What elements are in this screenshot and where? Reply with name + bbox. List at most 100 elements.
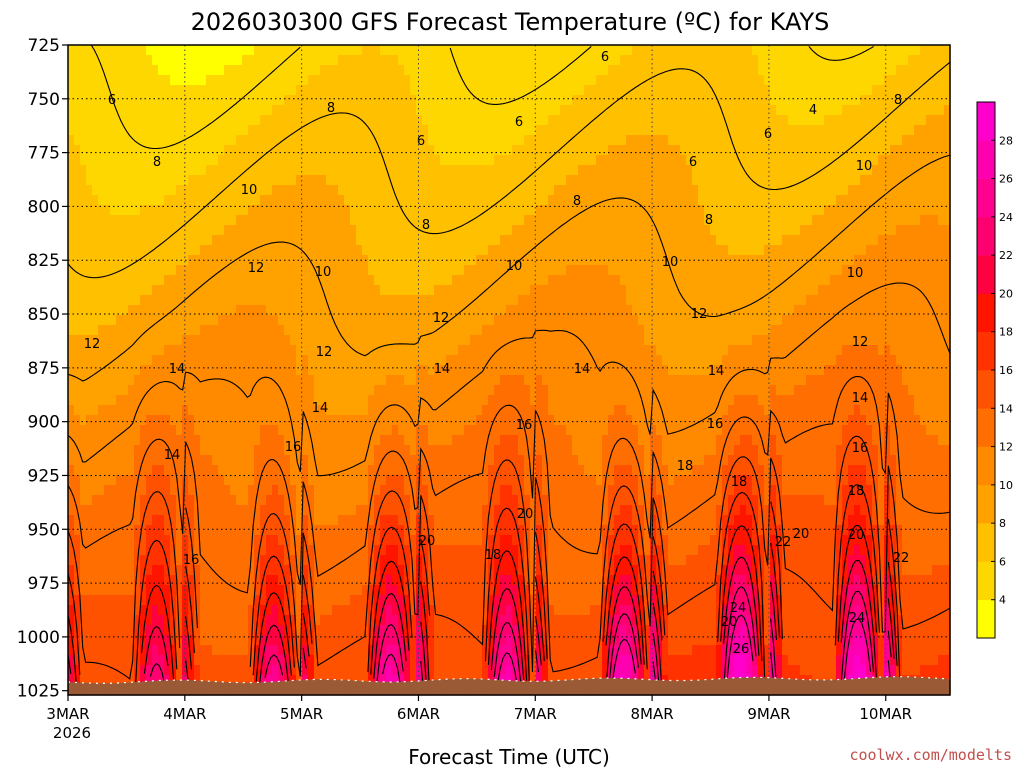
temperature-cell (68, 255, 75, 266)
temperature-cell (494, 635, 501, 646)
temperature-cell (380, 465, 387, 476)
temperature-cell (266, 645, 273, 656)
temperature-cell (230, 115, 237, 126)
temperature-cell (308, 345, 315, 356)
temperature-cell (92, 655, 99, 666)
temperature-cell (500, 405, 507, 416)
temperature-cell (386, 225, 393, 236)
temperature-cell (206, 195, 213, 206)
temperature-cell (440, 435, 447, 446)
temperature-cell (80, 305, 87, 316)
temperature-cell (464, 225, 471, 236)
temperature-cell (428, 485, 435, 496)
temperature-cell (242, 145, 249, 156)
temperature-cell (104, 215, 111, 226)
temperature-cell (68, 345, 75, 356)
temperature-cell (326, 225, 333, 236)
temperature-cell (512, 665, 519, 676)
temperature-cell (170, 45, 177, 56)
temperature-cell (458, 365, 465, 376)
temperature-cell (230, 565, 237, 576)
temperature-cell (272, 525, 279, 536)
temperature-cell (404, 665, 411, 676)
temperature-cell (356, 75, 363, 86)
temperature-cell (464, 555, 471, 566)
temperature-cell (380, 135, 387, 146)
temperature-cell (140, 205, 147, 216)
temperature-cell (278, 285, 285, 296)
temperature-cell (80, 405, 87, 416)
temperature-cell (452, 65, 459, 76)
temperature-cell (230, 545, 237, 556)
temperature-cell (452, 465, 459, 476)
temperature-cell (470, 355, 477, 366)
temperature-cell (458, 535, 465, 546)
temperature-cell (434, 665, 441, 676)
temperature-cell (434, 215, 441, 226)
temperature-cell (506, 665, 513, 676)
temperature-cell (92, 175, 99, 186)
temperature-cell (188, 375, 195, 386)
temperature-cell (224, 245, 231, 256)
temperature-cell (314, 445, 321, 456)
temperature-cell (356, 585, 363, 596)
temperature-cell (338, 465, 345, 476)
temperature-cell (170, 55, 177, 66)
temperature-cell (404, 485, 411, 496)
temperature-cell (278, 415, 285, 426)
temperature-cell (218, 65, 225, 76)
temperature-cell (440, 125, 447, 136)
temperature-cell (446, 625, 453, 636)
temperature-cell (98, 385, 105, 396)
temperature-cell (458, 105, 465, 116)
temperature-cell (134, 605, 141, 616)
temperature-cell (428, 235, 435, 246)
temperature-cell (236, 175, 243, 186)
temperature-cell (206, 405, 213, 416)
temperature-cell (320, 545, 327, 556)
temperature-cell (308, 465, 315, 476)
temperature-cell (524, 325, 531, 336)
temperature-cell (86, 185, 93, 196)
temperature-cell (434, 645, 441, 656)
temperature-cell (266, 385, 273, 396)
temperature-cell (380, 165, 387, 176)
temperature-cell (272, 445, 279, 456)
temperature-cell (350, 115, 357, 126)
temperature-cell (224, 395, 231, 406)
temperature-cell (392, 595, 399, 606)
temperature-cell (512, 135, 519, 146)
temperature-cell (344, 555, 351, 566)
temperature-cell (356, 625, 363, 636)
temperature-cell (458, 55, 465, 66)
temperature-cell (500, 625, 507, 636)
temperature-cell (368, 205, 375, 216)
temperature-cell (116, 545, 123, 556)
temperature-cell (158, 345, 165, 356)
temperature-cell (80, 315, 87, 326)
temperature-cell (392, 275, 399, 286)
temperature-cell (374, 645, 381, 656)
temperature-cell (134, 195, 141, 206)
temperature-cell (248, 465, 255, 476)
temperature-cell (314, 335, 321, 346)
temperature-cell (500, 55, 507, 66)
temperature-cell (122, 275, 129, 286)
temperature-cell (200, 45, 207, 56)
temperature-cell (314, 415, 321, 426)
temperature-cell (152, 625, 159, 636)
temperature-cell (326, 135, 333, 146)
temperature-cell (146, 585, 153, 596)
temperature-cell (416, 135, 423, 146)
temperature-cell (362, 385, 369, 396)
temperature-cell (230, 275, 237, 286)
temperature-cell (326, 285, 333, 296)
temperature-cell (398, 635, 405, 646)
temperature-cell (236, 615, 243, 626)
temperature-cell (218, 325, 225, 336)
temperature-cell (338, 385, 345, 396)
temperature-cell (164, 325, 171, 336)
temperature-cell (200, 475, 207, 486)
temperature-cell (332, 335, 339, 346)
temperature-cell (164, 385, 171, 396)
